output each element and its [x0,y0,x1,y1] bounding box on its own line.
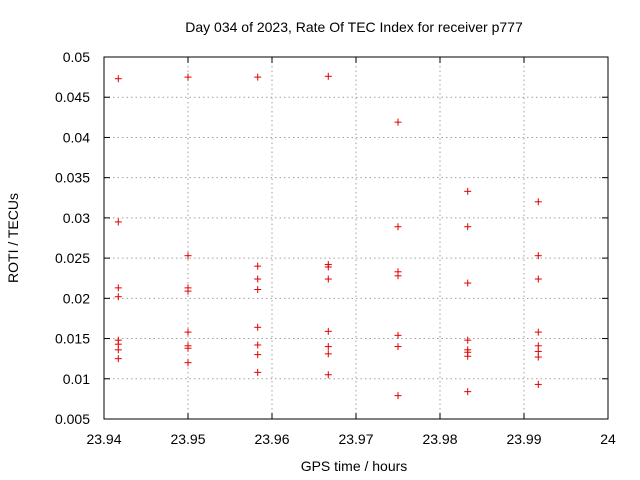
y-tick-label: 0.025 [55,250,90,266]
data-point [184,252,192,260]
data-point [114,284,122,292]
data-point [534,380,542,388]
data-point [464,279,472,287]
data-point [464,187,472,195]
data-point [534,252,542,260]
data-point [464,352,472,360]
x-tick-label: 23.96 [254,431,289,447]
data-point [464,388,472,396]
y-tick-label: 0.04 [63,129,90,145]
x-tick-label: 23.97 [338,431,373,447]
data-point [254,323,262,331]
grid-lines [104,57,608,419]
x-axis-label: GPS time / hours [301,458,408,474]
data-point [184,344,192,352]
y-tick-label: 0.03 [63,210,90,226]
data-point [114,218,122,226]
x-tick-label: 23.99 [506,431,541,447]
data-point [394,343,402,351]
plot-frame [103,56,609,420]
data-point [394,223,402,231]
y-tick-label: 0.015 [55,331,90,347]
y-tick-label: 0.02 [63,290,90,306]
data-point [324,350,332,358]
x-tick-label: 23.95 [170,431,205,447]
data-point [254,351,262,359]
data-point [254,275,262,283]
x-tick-label: 23.98 [422,431,457,447]
data-point [324,343,332,351]
data-point [184,328,192,336]
data-point [534,198,542,206]
data-point [324,263,332,271]
data-point [394,272,402,280]
y-tick-label: 0.005 [55,411,90,427]
data-point [394,118,402,126]
y-tick-label: 0.01 [63,371,90,387]
data-point [254,262,262,270]
data-point [254,285,262,293]
data-point [324,275,332,283]
data-points [114,72,542,400]
y-tick-label: 0.05 [63,49,90,65]
data-point [254,368,262,376]
tick-labels: 23.94 23.95 23.96 23.97 23.98 23.99 24 0.005 0.0… [55,49,616,447]
data-point [324,371,332,379]
data-point [534,328,542,336]
x-tick-label: 24 [600,431,616,447]
data-point [184,287,192,295]
data-point [464,223,472,231]
y-tick-label: 0.035 [55,170,90,186]
data-point [184,359,192,367]
data-point [534,275,542,283]
data-point [184,73,192,81]
data-point [464,336,472,344]
data-point [114,293,122,301]
data-point [114,346,122,354]
data-point [394,392,402,400]
x-tick-label: 23.94 [86,431,121,447]
data-point [394,331,402,339]
data-point [324,72,332,80]
y-tick-label: 0.045 [55,89,90,105]
data-point [534,353,542,361]
data-point [254,341,262,349]
data-point [114,75,122,83]
data-point [114,355,122,363]
y-axis-label: ROTI / TECUs [5,193,21,283]
chart-title: Day 034 of 2023, Rate Of TEC Index for r… [185,19,523,35]
data-point [324,327,332,335]
data-point [254,73,262,81]
